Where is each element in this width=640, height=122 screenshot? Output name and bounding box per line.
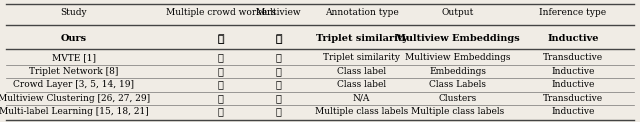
- Text: ✗: ✗: [218, 107, 224, 116]
- Text: Inductive: Inductive: [551, 107, 595, 116]
- Text: Transductive: Transductive: [543, 53, 603, 62]
- Text: Multiview Clustering [26, 27, 29]: Multiview Clustering [26, 27, 29]: [0, 94, 150, 103]
- Text: Inductive: Inductive: [547, 34, 598, 43]
- Text: Ours: Ours: [61, 34, 86, 43]
- Text: ✓: ✓: [275, 94, 282, 103]
- Text: N/A: N/A: [353, 94, 371, 103]
- Text: ✗: ✗: [275, 80, 282, 89]
- Text: Multiple class labels: Multiple class labels: [411, 107, 504, 116]
- Text: Triplet similarity: Triplet similarity: [323, 53, 400, 62]
- Text: Inference type: Inference type: [540, 8, 606, 17]
- Text: ✓: ✓: [275, 53, 282, 62]
- Text: ✓: ✓: [275, 34, 282, 43]
- Text: Transductive: Transductive: [543, 94, 603, 103]
- Text: ✗: ✗: [218, 67, 224, 76]
- Text: ✓: ✓: [218, 34, 224, 43]
- Text: MVTE [1]: MVTE [1]: [52, 53, 95, 62]
- Text: Inductive: Inductive: [551, 80, 595, 89]
- Text: Multi-label Learning [15, 18, 21]: Multi-label Learning [15, 18, 21]: [0, 107, 148, 116]
- Text: Multiview Embeddings: Multiview Embeddings: [405, 53, 510, 62]
- Text: Class Labels: Class Labels: [429, 80, 486, 89]
- Text: Multiple class labels: Multiple class labels: [315, 107, 408, 116]
- Text: ✓: ✓: [218, 33, 224, 44]
- Text: Triplet Network [8]: Triplet Network [8]: [29, 67, 118, 76]
- Text: Multiple crowd workers: Multiple crowd workers: [166, 8, 276, 17]
- Text: ✓: ✓: [218, 80, 224, 89]
- Text: Study: Study: [60, 8, 87, 17]
- Text: Multiview Embeddings: Multiview Embeddings: [396, 34, 520, 43]
- Text: Output: Output: [442, 8, 474, 17]
- Text: Triplet similarity: Triplet similarity: [316, 34, 408, 43]
- Text: Inductive: Inductive: [551, 67, 595, 76]
- Text: ✓: ✓: [275, 33, 282, 44]
- Text: ✗: ✗: [275, 67, 282, 76]
- Text: Class label: Class label: [337, 67, 386, 76]
- Text: Class label: Class label: [337, 80, 386, 89]
- Text: ✗: ✗: [218, 53, 224, 62]
- Text: Embeddings: Embeddings: [429, 67, 486, 76]
- Text: Crowd Layer [3, 5, 14, 19]: Crowd Layer [3, 5, 14, 19]: [13, 80, 134, 89]
- Text: ✗: ✗: [275, 107, 282, 116]
- Text: Multiview: Multiview: [255, 8, 301, 17]
- Text: ✗: ✗: [218, 94, 224, 103]
- Text: Clusters: Clusters: [438, 94, 477, 103]
- Text: Annotation type: Annotation type: [324, 8, 399, 17]
